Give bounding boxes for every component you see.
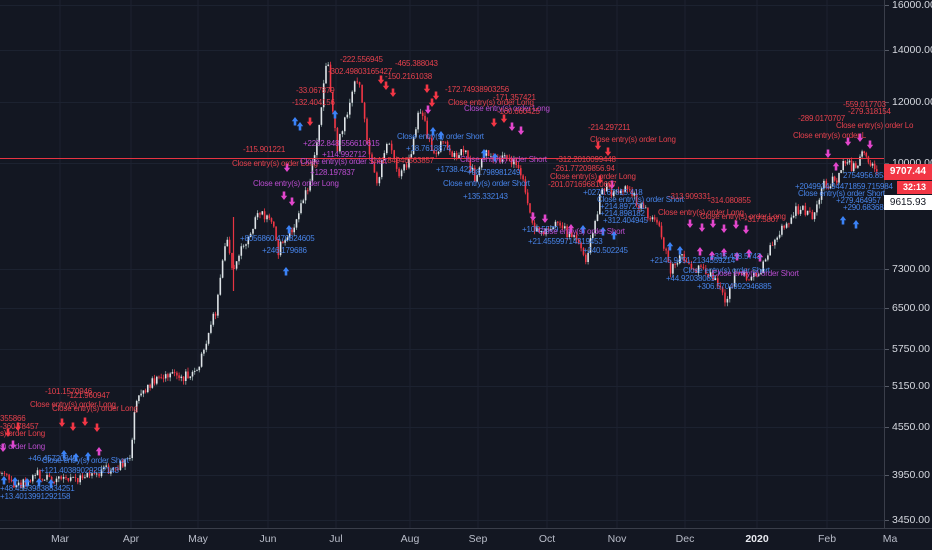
time-tick-label: Jun (259, 533, 277, 545)
time-tick-label: Dec (675, 533, 695, 545)
price-tick-label: 6500.00 (885, 302, 932, 314)
time-tick-label: Sep (468, 533, 488, 545)
price-tick-label: 3450.00 (885, 514, 932, 526)
time-axis[interactable]: Mar Apr May Jun Jul Aug Sep Oct Nov Dec 2020 Feb Ma (0, 528, 932, 550)
time-tick-label: Jul (329, 533, 343, 545)
down-candle-bodies (0, 64, 878, 488)
gridlines (0, 0, 884, 528)
down-candle-wicks (0, 61, 878, 489)
price-tick-label: 7300.00 (885, 263, 932, 275)
up-candle-wicks (1, 62, 873, 491)
time-tick-label: Nov (607, 533, 627, 545)
price-tick-label: 16000.00 (885, 0, 932, 11)
last-price-badge: 9707.44 (884, 164, 932, 180)
time-tick-label: Ma (882, 533, 898, 545)
time-tick-label: May (188, 533, 208, 545)
bar-countdown-badge: 32:13 (897, 181, 932, 194)
price-tick-label: 12000.00 (885, 96, 932, 108)
price-tick-label: 14000.00 (885, 44, 932, 56)
chart-canvas[interactable] (0, 0, 884, 528)
price-axis[interactable]: 16000.0014000.0012000.0010000.007300.006… (884, 0, 932, 528)
up-candle-bodies (1, 64, 874, 488)
time-tick-label: Mar (50, 533, 70, 545)
time-tick-label: Aug (400, 533, 420, 545)
candlestick-plot (0, 0, 884, 528)
time-tick-label: Apr (122, 533, 140, 545)
time-tick-label: 2020 (745, 533, 769, 545)
price-tick-label: 5150.00 (885, 380, 932, 392)
secondary-price-badge: 9615.93 (884, 195, 932, 210)
price-tick-label: 5750.00 (885, 343, 932, 355)
time-tick-label: Oct (538, 533, 556, 545)
price-tick-label: 3950.00 (885, 469, 932, 481)
time-tick-label: Feb (817, 533, 837, 545)
price-tick-label: 4550.00 (885, 421, 932, 433)
price-axis-badges: 9707.44 32:13 9615.93 (884, 0, 932, 528)
